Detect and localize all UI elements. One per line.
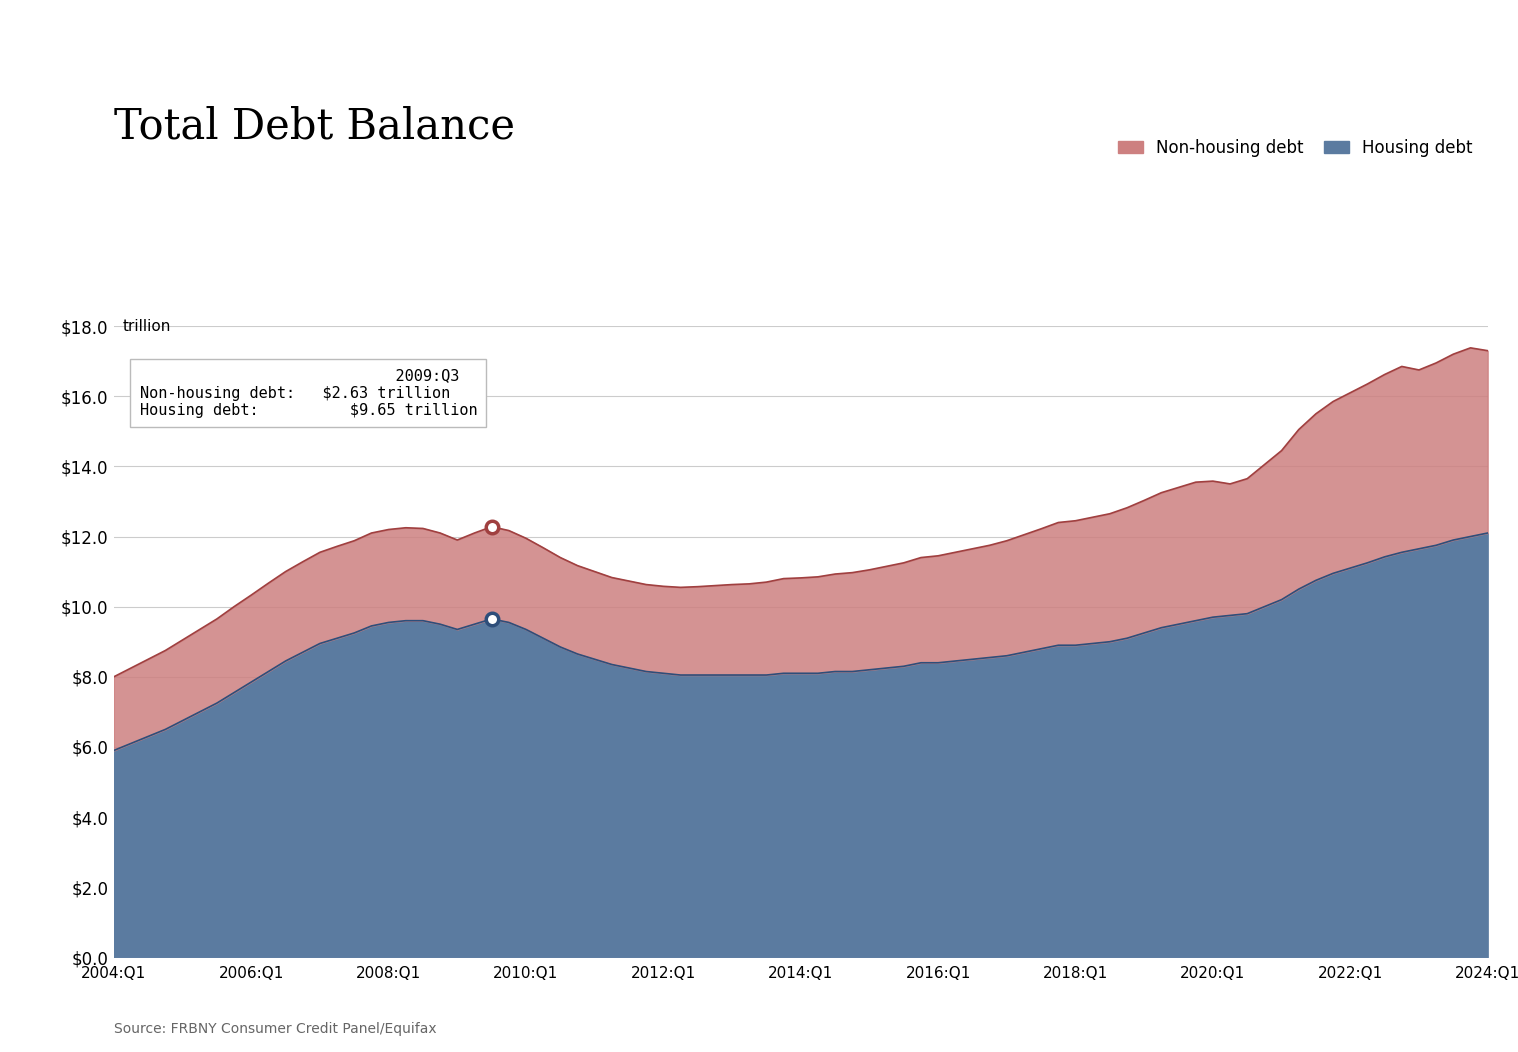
Text: Source: FRBNY Consumer Credit Panel/Equifax: Source: FRBNY Consumer Credit Panel/Equi… <box>114 1023 437 1036</box>
Text: trillion: trillion <box>121 319 170 333</box>
Text: Household Debt: Household Debt <box>18 22 231 46</box>
Legend: Non-housing debt, Housing debt: Non-housing debt, Housing debt <box>1111 133 1480 164</box>
Text: Total Debt Balance: Total Debt Balance <box>114 105 515 147</box>
Text: 2009:Q3
Non-housing debt:   $2.63 trillion
Housing debt:          $9.65 trillion: 2009:Q3 Non-housing debt: $2.63 trillion… <box>140 368 477 418</box>
